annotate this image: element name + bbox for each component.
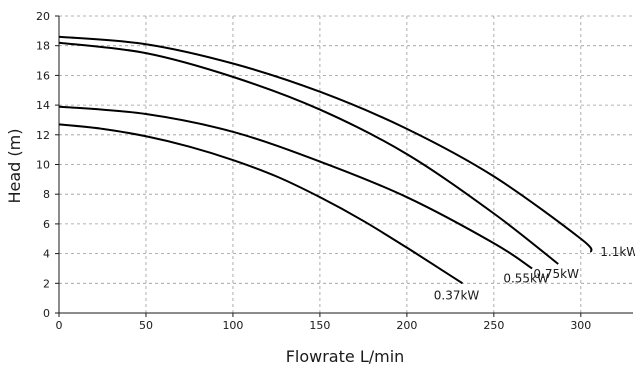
x-tick-label: 250 [483,319,504,332]
series-line-0.75kW [58,41,559,265]
x-axis-title: Flowrate L/min [286,347,405,366]
grid [59,15,633,313]
y-tick-label: 14 [36,99,50,112]
y-tick-label: 12 [36,129,50,142]
x-tick-label: 300 [570,319,591,332]
x-tick-label: 200 [396,319,417,332]
y-tick-label: 16 [36,69,50,82]
y-tick-label: 6 [43,218,50,231]
series-label-0.37kW: 0.37kW [434,288,480,302]
series-line-1.1kW [58,35,593,253]
y-tick-label: 20 [36,10,50,23]
y-tick-label: 18 [36,40,50,53]
y-tick-label: 4 [43,248,50,261]
x-tick-label: 0 [56,319,63,332]
series-label-1.1kW: 1.1kW [600,245,635,259]
series-label-0.55kW: 0.55kW [503,271,549,285]
x-tick-label: 50 [139,319,153,332]
x-tick-label: 100 [222,319,243,332]
y-tick-label: 2 [43,277,50,290]
series-line-0.55kW [58,105,533,270]
series-label-0.75kW: 0.75kW [533,267,579,281]
y-tick-label: 8 [43,188,50,201]
axes: 0 50 100 150 200 250 300 0 2 4 6 8 10 12 14 16 18 20 [36,10,633,332]
y-tick-label: 0 [43,307,50,320]
y-tick-label: 10 [36,159,50,172]
series-lines [58,35,593,285]
x-tick-label: 150 [309,319,330,332]
series-line-0.37kW [58,123,464,285]
y-axis-title: Head (m) [5,129,24,204]
